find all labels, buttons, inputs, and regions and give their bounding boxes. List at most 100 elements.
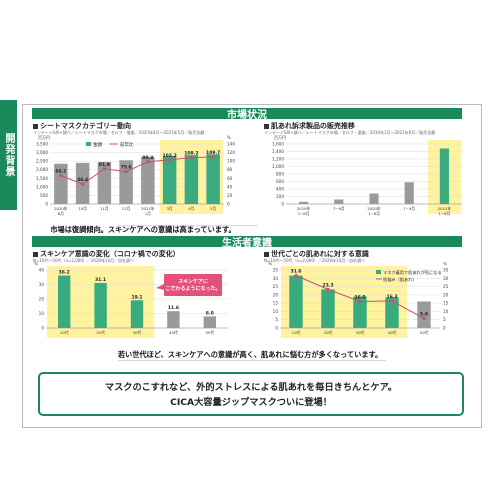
- x-tick-label: 2021年: [141, 206, 155, 211]
- chart3-plot: 0 10 20 30 40% 36.2 31.1 19.1 11.6 8.0 10代 20代 30代 40…: [34, 262, 228, 338]
- bar: [167, 311, 180, 328]
- y-tick-label: 500: [40, 193, 48, 198]
- line-point: [146, 160, 150, 164]
- square-bullet-icon: [264, 123, 269, 129]
- line-point: [81, 182, 85, 186]
- line-data-label: 103.2: [163, 153, 177, 159]
- bar: [369, 193, 379, 204]
- x-tick-label: 2020年: [54, 206, 68, 211]
- x-tick-label: 50代: [205, 330, 214, 335]
- x-tick-label: 8月: [58, 211, 64, 216]
- x-tick-label: 2020年: [367, 206, 381, 211]
- line-data-label: 46.4: [77, 177, 88, 183]
- line-data-label: 16.0: [354, 294, 365, 300]
- x-tick-label: 3月: [167, 206, 173, 211]
- y2-tick-label: 40: [227, 184, 233, 189]
- line-data-label: 16.3: [386, 294, 397, 300]
- footer-line-2: CICA大容量ジップマスクついに登場！: [170, 397, 332, 408]
- y-tick-label: 1,400: [272, 149, 284, 154]
- chart4-note: N=10代～50代（n=2,000）／2020年10月／自社調べ: [264, 258, 366, 263]
- x-tick-label: 1月: [145, 211, 151, 216]
- x-tick-label: 2019年: [297, 206, 311, 211]
- x-tick-label: 20代: [96, 330, 105, 335]
- section-band-life: 生活者意識: [32, 236, 462, 249]
- y-tick-label: 15: [273, 301, 279, 306]
- data-label: 36.2: [59, 270, 70, 276]
- chart4-caption-rule: [118, 360, 386, 361]
- chart4-title: 世代ごとの肌あれに対する意識: [271, 250, 369, 258]
- line-data-label: 31.6: [290, 269, 301, 275]
- y2-tick-label: 15: [443, 301, 449, 306]
- bar: [404, 182, 414, 204]
- y-tick-label: 1,500: [36, 176, 48, 181]
- y2-tick-label: 20: [443, 292, 449, 297]
- content-frame: [22, 104, 482, 428]
- x-tick-label: 10代: [292, 330, 301, 335]
- y2-tick-label: 0: [443, 326, 446, 331]
- data-label: 19.1: [131, 294, 142, 300]
- bar: [94, 282, 107, 328]
- y-tick-label: 30: [273, 276, 279, 281]
- chart3-note: N=10代～50代（n=2,000）／2020年10月／自社調べ: [33, 258, 135, 263]
- y-tick-label: 600: [276, 179, 284, 184]
- y-tick-label: 30: [39, 282, 45, 287]
- x-tick-label: 30代: [133, 330, 142, 335]
- bar: [162, 156, 177, 204]
- y2-tick-label: 80: [227, 167, 233, 172]
- y-tick-label: 1,000: [272, 164, 284, 169]
- y2-tick-label: 25: [443, 284, 449, 289]
- y-tick-label: 800: [276, 172, 284, 177]
- chart4-caption: 若い世代ほど、スキンケアへの意識が高く、肌あれに悩む方が多くなっています。: [117, 350, 383, 359]
- y-tick-label: 3,000: [36, 150, 48, 155]
- callout-text: スキンケアに: [178, 278, 208, 285]
- sidebar-label: 開発背景: [0, 100, 17, 210]
- line-data-label: 5.8: [420, 311, 428, 317]
- y-tick-label: 0: [275, 326, 278, 331]
- y-tick-label: 2,000: [36, 167, 48, 172]
- chart2-title: 肌あれ訴求製品の販売推移: [271, 122, 355, 130]
- callout-pointer: [156, 284, 164, 290]
- chart1-caption-rule: [118, 225, 258, 226]
- line-point: [358, 299, 362, 304]
- line-point: [59, 174, 63, 178]
- line-point: [211, 155, 215, 159]
- y2-axis-unit: %: [443, 262, 447, 266]
- legend-label: 肌悩み（肌あれ）: [383, 276, 417, 283]
- y-tick-label: 40: [39, 268, 45, 273]
- y-tick-label: 35: [273, 268, 279, 273]
- line-point: [390, 299, 394, 303]
- y2-axis-unit: %: [227, 135, 231, 140]
- y-tick-label: 2,500: [36, 159, 48, 164]
- y-tick-label: 1,000: [36, 184, 48, 189]
- x-tick-label: 4月: [188, 206, 194, 211]
- line-point: [422, 316, 426, 320]
- y2-tick-label: 60: [227, 176, 233, 181]
- x-tick-label: 1~6月: [438, 211, 450, 216]
- square-bullet-icon: [33, 251, 38, 257]
- bar: [417, 301, 431, 328]
- bar: [299, 201, 309, 204]
- y-axis-unit: 百万円: [274, 135, 286, 140]
- y2-tick-label: 0: [227, 202, 230, 207]
- x-tick-label: 40代: [388, 330, 397, 335]
- section-band-market: 市場状況: [32, 108, 462, 121]
- x-tick-label: 2021年: [438, 206, 452, 211]
- y-axis-unit: %: [268, 262, 272, 266]
- bar: [97, 162, 112, 204]
- line-data-label: 23.3: [322, 282, 333, 288]
- x-tick-label: 10代: [60, 330, 69, 335]
- y-tick-label: 1,600: [272, 142, 284, 147]
- chart3-title-wrap: スキンケア意識の変化（コロナ禍での変化）: [33, 249, 180, 259]
- chart4-title-wrap: 世代ごとの肌あれに対する意識: [264, 249, 369, 259]
- line-data-label: 66.2: [55, 169, 66, 175]
- chart1-title: シートマスクカテゴリー動向: [40, 122, 131, 130]
- line-data-label: 108.2: [184, 151, 198, 157]
- x-tick-label: 1~6月: [298, 211, 310, 216]
- bar: [203, 316, 216, 328]
- x-tick-label: 40代: [169, 330, 178, 335]
- y-tick-label: 400: [276, 187, 284, 192]
- bar: [334, 199, 344, 204]
- line-point: [294, 274, 298, 278]
- legend-label: マスク着用で肌あれが気になる: [383, 269, 442, 276]
- y2-tick-label: 140: [227, 142, 235, 147]
